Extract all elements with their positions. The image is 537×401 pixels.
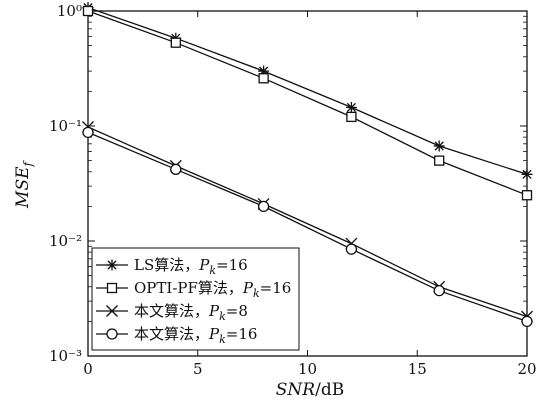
legend-entry: OPTI-PF算法，Pk=16 <box>96 279 291 300</box>
marker-square <box>170 37 181 48</box>
marker-square <box>521 190 533 201</box>
series-line <box>87 126 528 318</box>
x-tick-label: 20 <box>517 360 536 378</box>
series-4 <box>82 126 533 328</box>
marker-square <box>346 111 357 123</box>
axis-ticks <box>87 10 528 357</box>
x-tick-label: 15 <box>408 360 427 378</box>
marker-circle <box>521 315 533 328</box>
marker-stroke <box>346 102 356 113</box>
legend-label: 本文算法，Pk=8 <box>134 302 248 323</box>
marker-circle <box>170 163 182 175</box>
marker-circle <box>521 315 533 328</box>
x-tick-label: 10 <box>298 360 317 378</box>
marker-asterisk <box>106 259 118 271</box>
marker-circle <box>82 126 94 139</box>
marker-stroke <box>107 260 117 270</box>
marker-stroke <box>106 305 118 317</box>
marker-square <box>82 5 94 17</box>
marker-circle <box>257 200 270 213</box>
series-1 <box>82 2 533 180</box>
series-layer <box>82 2 533 328</box>
marker-square <box>106 282 118 294</box>
y-tick-label: 10⁻¹ <box>49 117 82 135</box>
marker-square <box>170 37 181 48</box>
series-2 <box>82 5 533 201</box>
marker-asterisk <box>521 168 533 180</box>
x-tick-label: 0 <box>83 360 93 378</box>
legend-label: LS算法，Pk=16 <box>134 256 248 277</box>
legend: LS算法，Pk=16OPTI-PF算法，Pk=16本文算法，Pk=8本文算法，P… <box>91 247 300 351</box>
marker-square <box>258 73 269 84</box>
legend-label: 本文算法，Pk=16 <box>134 325 257 346</box>
legend-entry: LS算法，Pk=16 <box>96 256 248 277</box>
legend-entry: 本文算法，Pk=16 <box>96 325 257 346</box>
series-line <box>87 131 528 323</box>
marker-square <box>346 111 357 123</box>
marker-circle <box>345 243 358 255</box>
marker-circle <box>106 328 118 340</box>
marker-circle <box>345 243 358 255</box>
series-line <box>87 10 528 196</box>
marker-square <box>521 190 533 201</box>
y-tick-label: 10⁻² <box>49 232 82 250</box>
marker-square <box>434 155 445 166</box>
marker-circle <box>433 285 445 297</box>
x-tick-label: 5 <box>193 360 203 378</box>
marker-circle <box>106 328 118 340</box>
legend-label: OPTI-PF算法，Pk=16 <box>134 279 291 300</box>
y-axis-label: MSEf <box>13 159 35 208</box>
y-tick-label: 10⁰ <box>57 2 82 20</box>
tick-labels: 0 5 10 15 20 10⁻³ 10⁻² 10⁻¹ 10⁰ <box>49 2 537 378</box>
x-axis-label: SNR/dB <box>276 380 344 400</box>
legend-entry: 本文算法，Pk=8 <box>96 302 248 323</box>
marker-asterisk <box>433 140 445 152</box>
marker-circle <box>82 126 94 139</box>
marker-circle <box>433 285 445 297</box>
marker-x <box>106 305 118 317</box>
marker-square <box>434 155 445 166</box>
marker-square <box>258 73 269 84</box>
marker-circle <box>257 200 270 213</box>
marker-circle <box>170 163 182 175</box>
marker-stroke <box>434 141 444 151</box>
y-tick-label: 10⁻³ <box>49 347 82 365</box>
marker-square <box>106 282 118 294</box>
marker-stroke <box>522 169 532 179</box>
marker-square <box>82 5 94 17</box>
marker-asterisk <box>345 101 357 113</box>
series-line <box>87 6 528 175</box>
